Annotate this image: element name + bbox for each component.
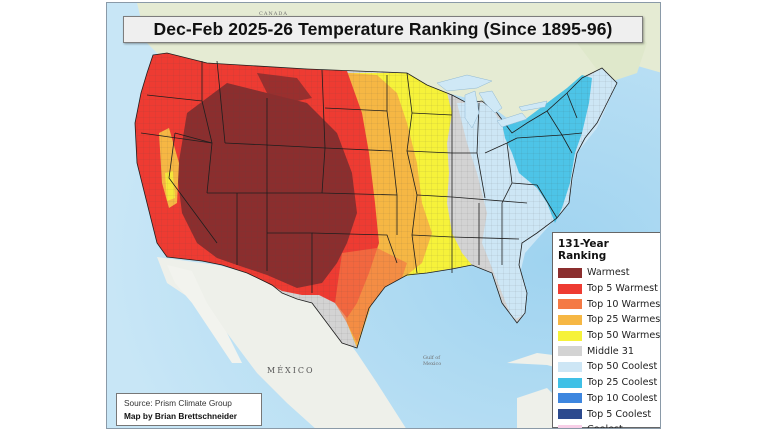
mexico-label: MÉXICO (267, 366, 315, 375)
legend-item-top5-coolest: Top 5 Coolest (558, 406, 656, 422)
map-canvas (107, 3, 660, 428)
legend-label: Top 25 Coolest (587, 377, 658, 389)
canada-label: CANADA (259, 11, 289, 17)
legend: 131-Year Ranking Warmest Top 5 Warmest T… (552, 232, 660, 428)
swatch-top10-warmest (558, 299, 582, 310)
swatch-top5-warmest (558, 283, 582, 294)
legend-label: Top 5 Warmest (587, 283, 658, 295)
source-credit: Source: Prism Climate Group (124, 398, 232, 408)
swatch-top25-coolest (558, 377, 582, 388)
swatch-top10-coolest (558, 393, 582, 404)
legend-label: Top 5 Coolest (587, 408, 652, 420)
legend-item-top10-coolest: Top 10 Coolest (558, 391, 658, 407)
map-title-box: Dec-Feb 2025-26 Temperature Ranking (Sin… (123, 16, 643, 43)
legend-item-top25-warmest: Top 25 Warmest (558, 312, 660, 328)
legend-item-coolest: Coolest (558, 422, 656, 428)
great-lakes (436, 74, 548, 129)
swatch-top5-coolest (558, 409, 582, 420)
legend-label: Middle 31 (587, 345, 634, 357)
author-credit: Map by Brian Brettschneider (124, 411, 237, 421)
legend-item-top10-warmest: Top 10 Warmest (558, 296, 660, 312)
legend-label: Top 50 Warmest (587, 330, 661, 342)
mexico-land (157, 257, 406, 428)
legend-item-top50-warmest: Top 50 Warmest (558, 328, 660, 344)
swatch-top50-warmest (558, 330, 582, 341)
credits-box: Source: Prism Climate Group Map by Brian… (116, 393, 262, 426)
legend-item-warmest: Warmest (558, 265, 656, 281)
swatch-top50-coolest (558, 361, 582, 372)
legend-label: Top 50 Coolest (587, 361, 658, 373)
map-title: Dec-Feb 2025-26 Temperature Ranking (Sin… (153, 19, 613, 39)
swatch-middle31 (558, 346, 582, 357)
swatch-warmest (558, 267, 582, 278)
legend-label: Top 10 Coolest (587, 392, 658, 404)
gulf-label: Gulf of Mexico (423, 355, 442, 367)
swatch-coolest (558, 424, 582, 428)
legend-item-middle31: Middle 31 (558, 343, 656, 359)
legend-item-top25-coolest: Top 25 Coolest (558, 375, 658, 391)
legend-label: Top 10 Warmest (587, 298, 661, 310)
legend-item-top5-warmest: Top 5 Warmest (558, 281, 658, 297)
map-frame: CANADA MÉXICO Gulf of Mexico Dec-Feb 202… (106, 2, 661, 429)
swatch-top25-warmest (558, 314, 582, 325)
legend-label: Warmest (587, 267, 630, 279)
state-borders (134, 52, 618, 349)
legend-label: Top 25 Warmest (587, 314, 661, 326)
legend-title: 131-Year Ranking (558, 238, 609, 262)
legend-label: Coolest (587, 424, 623, 428)
legend-item-top50-coolest: Top 50 Coolest (558, 359, 658, 375)
